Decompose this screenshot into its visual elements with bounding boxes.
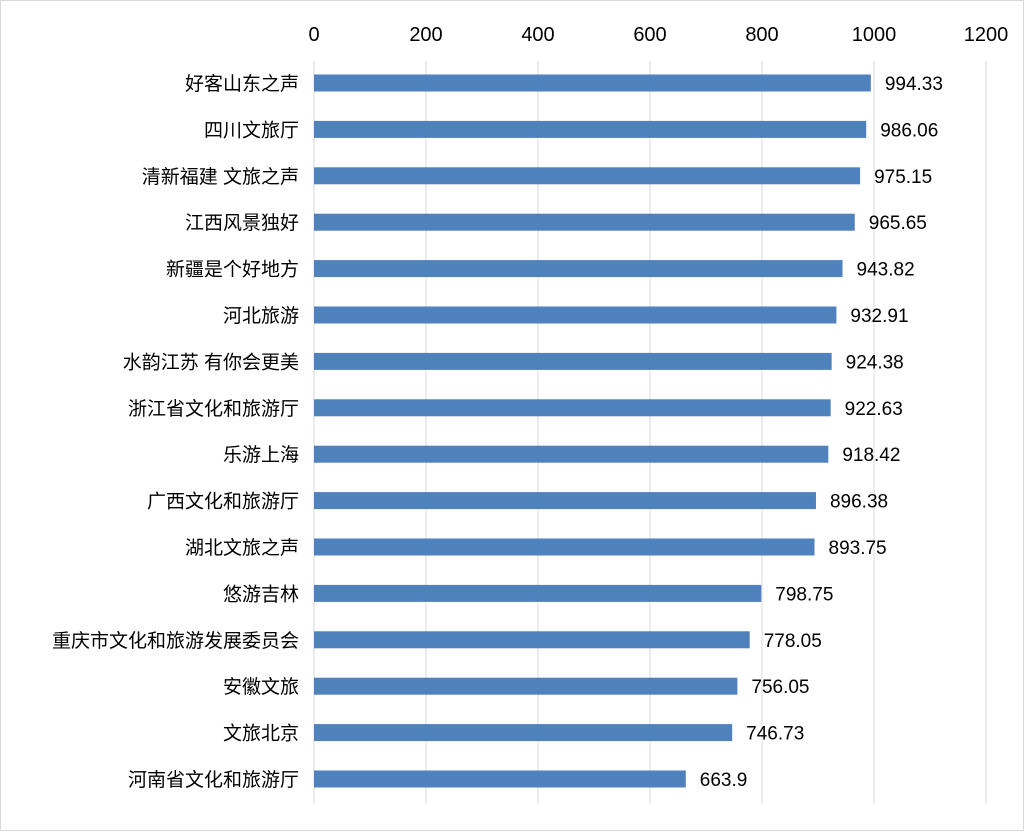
category-label: 悠游吉林 xyxy=(223,583,299,605)
x-tick-label: 800 xyxy=(745,24,778,46)
bar xyxy=(314,492,816,510)
x-tick-label: 1200 xyxy=(964,24,1009,46)
category-label: 新疆是个好地方 xyxy=(166,259,299,281)
category-label: 浙江省文化和旅游厅 xyxy=(128,398,299,420)
data-label: 746.73 xyxy=(746,724,804,745)
bar xyxy=(314,538,815,556)
category-label: 清新福建 文旅之声 xyxy=(142,166,299,188)
bar xyxy=(314,770,686,788)
category-label: 广西文化和旅游厅 xyxy=(147,491,299,513)
category-label: 湖北文旅之声 xyxy=(185,537,299,559)
bar xyxy=(314,399,831,417)
bar xyxy=(314,306,837,324)
category-label: 安徽文旅 xyxy=(223,676,299,698)
data-label: 756.05 xyxy=(751,677,809,698)
data-label: 918.42 xyxy=(842,445,900,466)
category-label: 河南省文化和旅游厅 xyxy=(128,769,299,791)
data-label: 893.75 xyxy=(829,538,887,559)
category-label: 文旅北京 xyxy=(223,723,299,745)
bar xyxy=(314,584,762,602)
category-label: 江西风景独好 xyxy=(185,212,299,234)
data-label: 943.82 xyxy=(857,260,915,281)
bar xyxy=(314,352,832,370)
bar xyxy=(314,445,829,463)
category-label: 好客山东之声 xyxy=(185,73,299,95)
x-tick-label: 400 xyxy=(521,24,554,46)
category-label: 四川文旅厅 xyxy=(204,119,299,141)
category-label: 乐游上海 xyxy=(223,444,299,466)
data-label: 932.91 xyxy=(850,306,908,327)
bar xyxy=(314,631,750,649)
bar xyxy=(314,167,861,185)
x-tick-label: 0 xyxy=(308,24,319,46)
x-tick-label: 200 xyxy=(409,24,442,46)
data-label: 994.33 xyxy=(885,74,943,95)
data-label: 896.38 xyxy=(830,492,888,513)
x-tick-label: 600 xyxy=(633,24,666,46)
category-label: 重庆市文化和旅游发展委员会 xyxy=(52,630,299,652)
bar xyxy=(314,213,855,231)
data-label: 778.05 xyxy=(764,631,822,652)
data-label: 965.65 xyxy=(869,213,927,234)
bar xyxy=(314,120,867,138)
bar xyxy=(314,724,733,742)
bar xyxy=(314,74,871,92)
data-label: 663.9 xyxy=(700,770,748,791)
data-label: 798.75 xyxy=(775,584,833,605)
bar xyxy=(314,260,843,278)
category-label: 河北旅游 xyxy=(223,305,299,327)
data-label: 922.63 xyxy=(845,399,903,420)
x-tick-label: 1000 xyxy=(852,24,897,46)
data-label: 975.15 xyxy=(874,167,932,188)
category-label: 水韵江苏 有你会更美 xyxy=(123,351,299,373)
bar xyxy=(314,677,738,695)
data-label: 986.06 xyxy=(880,120,938,141)
data-label: 924.38 xyxy=(846,352,904,373)
